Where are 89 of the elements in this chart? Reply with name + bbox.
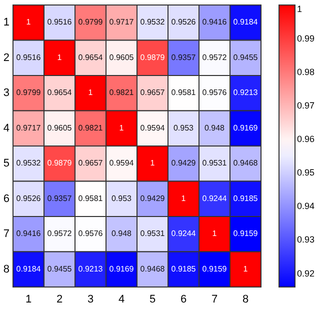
data-label: 0.9717 [109,18,134,27]
data-label: 0.9159 [202,264,228,274]
data-label: 0.9879 [140,52,166,62]
x-tick-label: 2 [56,294,63,306]
data-label: 0.9516 [16,52,42,62]
data-label: 0.9657 [140,88,166,98]
data-label: 0.9468 [140,264,166,274]
y-tick-label: 8 [3,263,10,276]
color-bar-label: 0.95 [297,168,315,178]
data-label: 0.9516 [47,18,72,27]
data-label: 1 [243,264,248,274]
y-tick-label: 7 [3,228,10,240]
data-label: 0.9532 [140,18,166,27]
data-label: 0.9357 [47,194,72,203]
data-label: 0.9605 [109,52,134,62]
data-label: 0.9879 [47,158,72,168]
data-label: 1 [181,194,186,203]
data-label: 1 [150,158,156,168]
y-tick-label: 3 [3,87,10,100]
data-label: 1 [26,18,32,27]
data-label: 0.9576 [202,88,228,98]
data-label: 0.9576 [78,229,104,238]
color-bar-label: 0.93 [297,234,315,245]
data-label: 1 [88,88,94,98]
data-label: 0.9821 [78,123,104,132]
data-label: 0.9455 [233,52,258,62]
y-tick-label: 4 [3,122,10,134]
color-bar-label: 1 [297,4,302,14]
data-label: 0.9532 [16,158,42,168]
data-label: 0.953 [111,194,132,203]
data-label: 0.9531 [202,158,228,168]
x-tick-label: 5 [149,294,156,306]
color-bar-label: 0.98 [297,67,315,78]
color-bar-label: 0.94 [297,201,315,212]
color-bar-label: 0.92 [297,268,315,278]
data-label: 0.9657 [78,158,104,168]
data-label: 0.9526 [16,194,42,203]
data-label: 0.953 [173,123,194,132]
x-tick-label: 3 [87,294,94,306]
data-label: 0.9821 [109,88,134,98]
data-label: 0.9213 [78,264,104,274]
data-label: 0.9169 [109,264,134,274]
data-label: 0.9605 [47,123,72,132]
data-label: 0.9799 [78,18,104,27]
data-label: 0.9159 [233,229,258,238]
x-tick-label: 7 [211,294,218,306]
data-label: 0.9169 [233,123,258,132]
data-label: 0.9416 [16,229,42,238]
data-label: 0.9185 [233,194,258,203]
data-label: 0.9654 [78,52,104,62]
y-tick-label: 5 [3,158,10,170]
data-label: 0.9594 [140,123,166,132]
color-bar-label: 0.97 [297,100,315,111]
y-tick-label: 2 [3,52,10,64]
x-tick-label: 4 [118,294,125,306]
data-label: 0.948 [204,123,226,132]
data-label: 1 [212,229,218,238]
data-label: 0.9581 [78,194,104,203]
data-label: 0.9799 [16,88,42,98]
x-tick-label: 1 [25,294,32,306]
data-label: 0.9468 [233,158,258,168]
data-label: 0.9717 [16,123,42,132]
data-label: 0.9244 [202,194,228,203]
data-label: 0.9184 [233,18,258,27]
x-tick-label: 8 [242,294,249,306]
data-label: 0.9594 [109,158,134,168]
data-label: 0.9416 [202,18,228,27]
data-label: 0.9185 [171,264,196,274]
data-label: 0.948 [111,229,132,238]
data-label: 0.9526 [171,18,196,27]
color-bar-label: 0.96 [297,134,315,144]
data-label: 0.9654 [47,88,72,98]
data-label: 0.9572 [202,52,228,62]
data-label: 0.9429 [140,194,166,203]
data-label: 0.9244 [171,229,196,238]
data-label: 0.9581 [171,88,196,98]
data-label: 0.9531 [140,229,166,238]
data-label: 0.9184 [16,264,42,274]
y-tick-label: 6 [3,192,10,205]
data-label: 1 [119,123,124,132]
x-tick-label: 6 [180,294,187,306]
data-label: 0.9572 [47,229,72,238]
data-label: 1 [57,52,62,62]
data-label: 0.9455 [47,264,72,274]
data-label: 0.9213 [233,88,258,98]
color-bar-label: 0.99 [297,34,315,44]
data-label: 0.9429 [171,158,196,168]
y-tick-label: 1 [3,16,10,29]
data-label: 0.9357 [171,52,196,62]
